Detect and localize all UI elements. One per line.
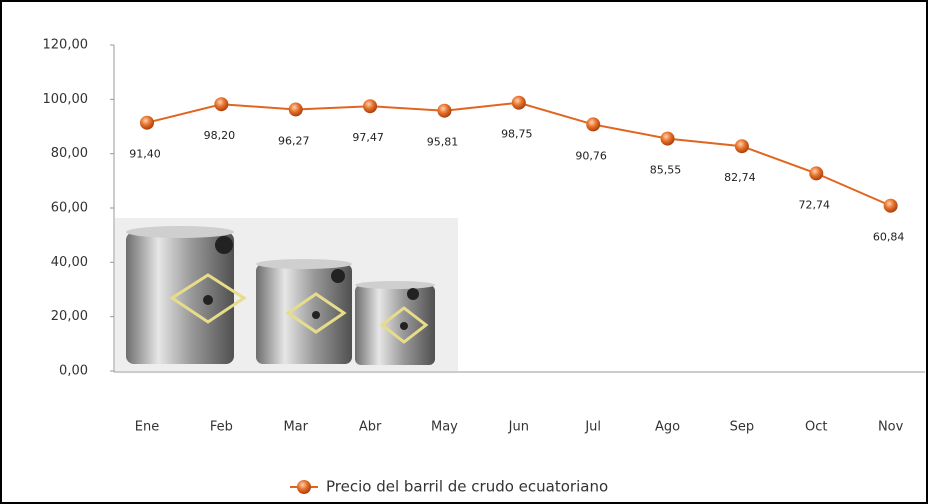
- marker: [140, 115, 154, 130]
- x-tick-label: Jul: [584, 420, 601, 435]
- x-tick-label: Jun: [508, 420, 529, 435]
- data-label: 72,74: [799, 198, 831, 211]
- data-label: 95,81: [427, 136, 459, 149]
- y-tick-label: 60,00: [51, 201, 88, 216]
- marker: [660, 131, 675, 146]
- y-tick-label: 100,00: [43, 92, 89, 107]
- x-tick-label: Ene: [135, 420, 159, 435]
- barrel-image: [115, 218, 458, 371]
- data-label: 82,74: [724, 171, 756, 184]
- marker: [511, 95, 526, 110]
- x-tick-label: May: [431, 420, 458, 435]
- x-tick-label: Oct: [805, 420, 827, 435]
- data-label: 85,55: [650, 164, 682, 177]
- marker: [214, 97, 229, 112]
- legend-marker: [297, 480, 311, 494]
- data-label: 96,27: [278, 134, 310, 147]
- marker: [363, 99, 378, 114]
- x-tick-label: Mar: [283, 420, 308, 435]
- x-tick-label: Nov: [878, 420, 904, 435]
- marker: [586, 117, 601, 132]
- data-label: 90,76: [575, 149, 607, 162]
- marker: [883, 198, 898, 213]
- marker: [437, 103, 452, 118]
- data-label: 91,40: [129, 148, 161, 161]
- marker: [809, 166, 824, 181]
- x-tick-label: Sep: [730, 420, 755, 435]
- data-label: 97,47: [352, 131, 384, 144]
- marker: [734, 139, 749, 154]
- x-tick-label: Abr: [359, 420, 382, 435]
- y-tick-label: 20,00: [51, 309, 88, 324]
- marker: [288, 102, 303, 117]
- data-label: 98,75: [501, 128, 533, 141]
- legend-label: Precio del barril de crudo ecuatoriano: [326, 478, 608, 496]
- data-label: 60,84: [873, 231, 905, 244]
- y-tick-label: 0,00: [59, 364, 88, 379]
- x-tick-label: Ago: [655, 420, 680, 435]
- y-tick-label: 120,00: [43, 38, 89, 53]
- x-tick-label: Feb: [210, 420, 233, 435]
- y-tick-label: 80,00: [51, 146, 88, 161]
- data-label: 98,20: [204, 129, 236, 142]
- y-tick-label: 40,00: [51, 255, 88, 270]
